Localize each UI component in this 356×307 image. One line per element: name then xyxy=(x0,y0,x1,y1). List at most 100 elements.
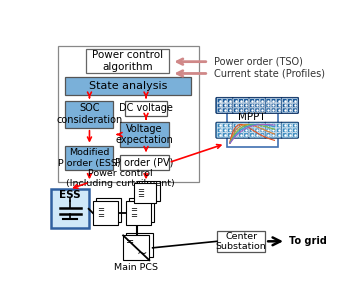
FancyBboxPatch shape xyxy=(234,133,238,137)
FancyBboxPatch shape xyxy=(120,122,169,147)
FancyBboxPatch shape xyxy=(227,103,232,107)
FancyBboxPatch shape xyxy=(260,133,265,137)
Text: Power order (TSO): Power order (TSO) xyxy=(214,57,303,67)
FancyBboxPatch shape xyxy=(250,128,255,132)
FancyBboxPatch shape xyxy=(282,103,287,107)
FancyBboxPatch shape xyxy=(288,108,292,112)
Text: DC voltage: DC voltage xyxy=(119,103,173,113)
FancyBboxPatch shape xyxy=(271,128,276,132)
FancyBboxPatch shape xyxy=(239,128,243,132)
Text: =: = xyxy=(97,211,104,220)
FancyBboxPatch shape xyxy=(250,103,255,107)
FancyBboxPatch shape xyxy=(244,99,248,103)
FancyBboxPatch shape xyxy=(217,103,222,107)
Text: ~: ~ xyxy=(137,247,147,260)
FancyBboxPatch shape xyxy=(293,108,297,112)
Text: Modified
P order (ESS): Modified P order (ESS) xyxy=(58,148,121,168)
Text: To grid: To grid xyxy=(289,236,326,246)
FancyBboxPatch shape xyxy=(244,133,248,137)
FancyBboxPatch shape xyxy=(248,97,266,113)
FancyBboxPatch shape xyxy=(266,123,271,128)
FancyBboxPatch shape xyxy=(255,103,260,107)
FancyBboxPatch shape xyxy=(288,133,292,137)
Text: =: = xyxy=(137,191,144,200)
FancyBboxPatch shape xyxy=(255,133,260,137)
FancyBboxPatch shape xyxy=(227,133,232,137)
FancyBboxPatch shape xyxy=(96,198,121,222)
FancyBboxPatch shape xyxy=(282,128,287,132)
FancyBboxPatch shape xyxy=(244,103,248,107)
Text: =: = xyxy=(130,211,137,220)
FancyBboxPatch shape xyxy=(227,99,232,103)
FancyBboxPatch shape xyxy=(248,122,266,138)
FancyBboxPatch shape xyxy=(222,123,227,128)
FancyBboxPatch shape xyxy=(271,103,276,107)
FancyBboxPatch shape xyxy=(222,133,227,137)
FancyBboxPatch shape xyxy=(234,99,238,103)
FancyBboxPatch shape xyxy=(93,201,117,225)
FancyBboxPatch shape xyxy=(65,77,191,95)
FancyBboxPatch shape xyxy=(239,103,243,107)
FancyBboxPatch shape xyxy=(222,108,227,112)
FancyBboxPatch shape xyxy=(126,233,153,257)
FancyBboxPatch shape xyxy=(234,108,238,112)
FancyBboxPatch shape xyxy=(271,133,276,137)
Text: Voltage
expectation: Voltage expectation xyxy=(116,123,173,145)
FancyBboxPatch shape xyxy=(260,128,265,132)
FancyBboxPatch shape xyxy=(293,123,297,128)
FancyBboxPatch shape xyxy=(234,103,238,107)
Text: Main PCS: Main PCS xyxy=(114,263,158,272)
Text: Current state (Profiles): Current state (Profiles) xyxy=(214,68,325,79)
FancyBboxPatch shape xyxy=(137,181,159,201)
FancyBboxPatch shape xyxy=(239,133,243,137)
FancyBboxPatch shape xyxy=(260,123,265,128)
FancyBboxPatch shape xyxy=(250,133,255,137)
Text: =: = xyxy=(126,237,135,247)
Text: SOC
consideration: SOC consideration xyxy=(56,103,122,125)
Text: =: = xyxy=(137,187,144,196)
FancyBboxPatch shape xyxy=(134,183,156,204)
FancyBboxPatch shape xyxy=(222,99,227,103)
FancyBboxPatch shape xyxy=(217,123,222,128)
FancyBboxPatch shape xyxy=(244,123,248,128)
FancyBboxPatch shape xyxy=(222,128,227,132)
Text: ESS: ESS xyxy=(59,189,81,200)
FancyBboxPatch shape xyxy=(239,99,243,103)
FancyBboxPatch shape xyxy=(125,101,167,116)
FancyBboxPatch shape xyxy=(217,133,222,137)
FancyBboxPatch shape xyxy=(255,108,260,112)
FancyBboxPatch shape xyxy=(217,108,222,112)
FancyBboxPatch shape xyxy=(234,128,238,132)
FancyBboxPatch shape xyxy=(250,108,255,112)
FancyBboxPatch shape xyxy=(255,123,260,128)
FancyBboxPatch shape xyxy=(250,123,255,128)
Text: Power control
algorithm: Power control algorithm xyxy=(92,50,163,72)
FancyBboxPatch shape xyxy=(288,103,292,107)
FancyBboxPatch shape xyxy=(276,123,281,128)
FancyBboxPatch shape xyxy=(255,128,260,132)
FancyBboxPatch shape xyxy=(282,123,287,128)
FancyBboxPatch shape xyxy=(129,198,154,222)
FancyBboxPatch shape xyxy=(51,189,89,228)
FancyBboxPatch shape xyxy=(255,99,260,103)
FancyBboxPatch shape xyxy=(232,97,250,113)
Text: Center
Substation: Center Substation xyxy=(216,231,266,251)
FancyBboxPatch shape xyxy=(293,128,297,132)
FancyBboxPatch shape xyxy=(126,201,151,225)
FancyBboxPatch shape xyxy=(227,108,232,112)
Text: =: = xyxy=(130,206,137,215)
Text: =: = xyxy=(97,206,104,215)
FancyBboxPatch shape xyxy=(271,123,276,128)
FancyBboxPatch shape xyxy=(276,128,281,132)
FancyBboxPatch shape xyxy=(244,128,248,132)
FancyBboxPatch shape xyxy=(276,108,281,112)
FancyBboxPatch shape xyxy=(281,122,299,138)
FancyBboxPatch shape xyxy=(217,231,265,252)
FancyBboxPatch shape xyxy=(216,97,234,113)
Text: Power control
(Including curtailment): Power control (Including curtailment) xyxy=(66,169,175,188)
FancyBboxPatch shape xyxy=(244,108,248,112)
FancyBboxPatch shape xyxy=(276,99,281,103)
FancyBboxPatch shape xyxy=(222,103,227,107)
FancyBboxPatch shape xyxy=(266,133,271,137)
FancyBboxPatch shape xyxy=(288,99,292,103)
